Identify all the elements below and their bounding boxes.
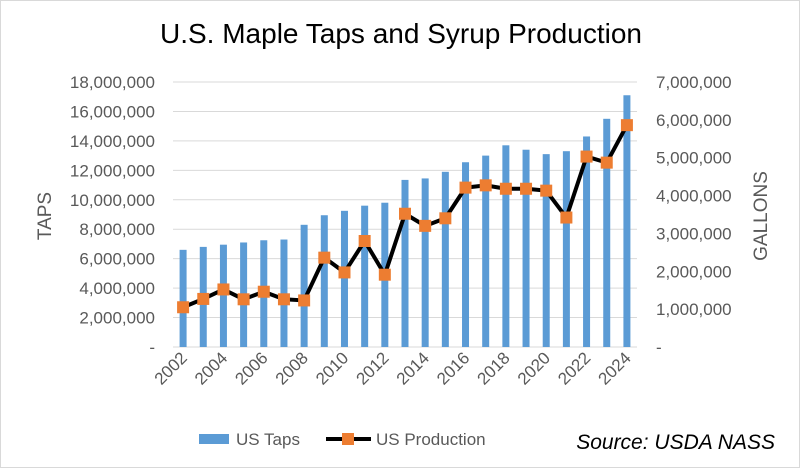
bar-us-taps-2020 [542,154,550,347]
bar-us-taps-2008 [300,224,308,347]
left-tick-label: 8,000,000 [79,220,155,239]
bar-us-taps-2011 [361,205,369,347]
bar-us-taps-2024 [623,95,631,347]
bar-us-taps-2023 [603,118,611,347]
marker-us-production-2005 [237,293,250,306]
marker-us-production-2002 [177,301,190,314]
bar-us-taps-2021 [562,151,570,347]
marker-us-production-2019 [520,182,533,195]
bar-us-taps-2009 [320,215,328,347]
marker-us-production-2021 [560,211,573,224]
bar-us-taps-2022 [583,136,591,347]
left-tick-label: 12,000,000 [70,161,155,180]
marker-us-production-2007 [277,293,290,306]
right-tick-label: 1,000,000 [656,300,732,319]
left-tick-label: 18,000,000 [70,73,155,92]
right-tick-label: 6,000,000 [656,111,732,130]
x-tick-label: 2010 [312,348,352,388]
bar-us-taps-2015 [441,171,449,347]
left-tick-label: 10,000,000 [70,191,155,210]
legend-swatch-marker [342,433,354,445]
bar-us-taps-2002 [179,249,187,347]
bar-us-taps-2017 [482,155,490,347]
marker-us-production-2014 [419,219,432,232]
x-tick-label: 2022 [554,348,594,388]
bar-us-taps-2013 [401,179,409,347]
bar-us-taps-2014 [421,178,429,347]
production-line-layer [177,119,633,314]
legend-swatch-us-taps [199,434,229,444]
x-axis-ticks: 2002 2004 2006 2008 2010 2012 2014 2016 2018 2020… [151,348,635,388]
chart-title: U.S. Maple Taps and Syrup Production [160,18,642,49]
left-tick-label: - [149,338,155,357]
x-tick-label: 2004 [191,348,231,388]
x-tick-label: 2008 [272,348,312,388]
marker-us-production-2022 [580,150,593,163]
marker-us-production-2008 [298,294,311,307]
right-axis-ticks: - 1,000,000 2,000,000 3,000,000 4,000,000 5,0… [656,73,732,357]
x-tick-label: 2016 [433,348,473,388]
right-axis-title: GALLONS [751,171,772,261]
left-axis-title: TAPS [35,192,56,240]
marker-us-production-2023 [600,156,613,169]
marker-us-production-2015 [439,212,452,225]
left-tick-label: 16,000,000 [70,102,155,121]
marker-us-production-2003 [197,292,210,305]
left-tick-label: 4,000,000 [79,279,155,298]
marker-us-production-2010 [338,266,351,279]
bar-us-taps-2016 [462,162,470,347]
bar-us-taps-2019 [522,149,530,347]
marker-us-production-2004 [217,283,230,296]
marker-us-production-2012 [378,268,391,281]
right-tick-label: 7,000,000 [656,73,732,92]
x-tick-label: 2006 [231,348,271,388]
marker-us-production-2013 [399,207,411,220]
marker-us-production-2009 [318,251,331,264]
marker-us-production-2018 [499,182,512,195]
bar-us-taps-2004 [219,244,227,347]
source-note: Source: USDA NASS [576,431,775,454]
left-tick-label: 2,000,000 [79,309,155,328]
x-tick-label: 2020 [514,348,554,388]
x-tick-label: 2018 [474,348,514,388]
legend-label-us-taps: US Taps [236,430,300,449]
bar-us-taps-2007 [280,239,288,347]
x-tick-label: 2002 [151,348,191,388]
marker-us-production-2024 [620,119,633,132]
marker-us-production-2020 [540,184,553,197]
x-tick-label: 2014 [393,348,433,388]
x-tick-label: 2012 [352,348,392,388]
right-tick-label: 5,000,000 [656,149,732,168]
left-tick-label: 6,000,000 [79,250,155,269]
right-tick-label: 2,000,000 [656,262,732,281]
marker-us-production-2011 [358,235,371,247]
bar-us-taps-2018 [502,145,510,347]
legend-label-us-production: US Production [376,430,486,449]
right-tick-label: 4,000,000 [656,187,732,206]
marker-us-production-2006 [257,285,270,298]
bar-us-taps-2010 [340,210,348,347]
marker-us-production-2017 [479,179,492,192]
right-tick-label: 3,000,000 [656,224,732,243]
x-tick-label: 2024 [595,348,635,388]
left-axis-ticks: - 2,000,000 4,000,000 6,000,000 8,000,000 10,… [70,73,155,357]
legend: US Taps US Production [199,430,486,449]
left-tick-label: 14,000,000 [70,132,155,151]
right-tick-label: - [656,338,662,357]
marker-us-production-2016 [459,181,472,194]
